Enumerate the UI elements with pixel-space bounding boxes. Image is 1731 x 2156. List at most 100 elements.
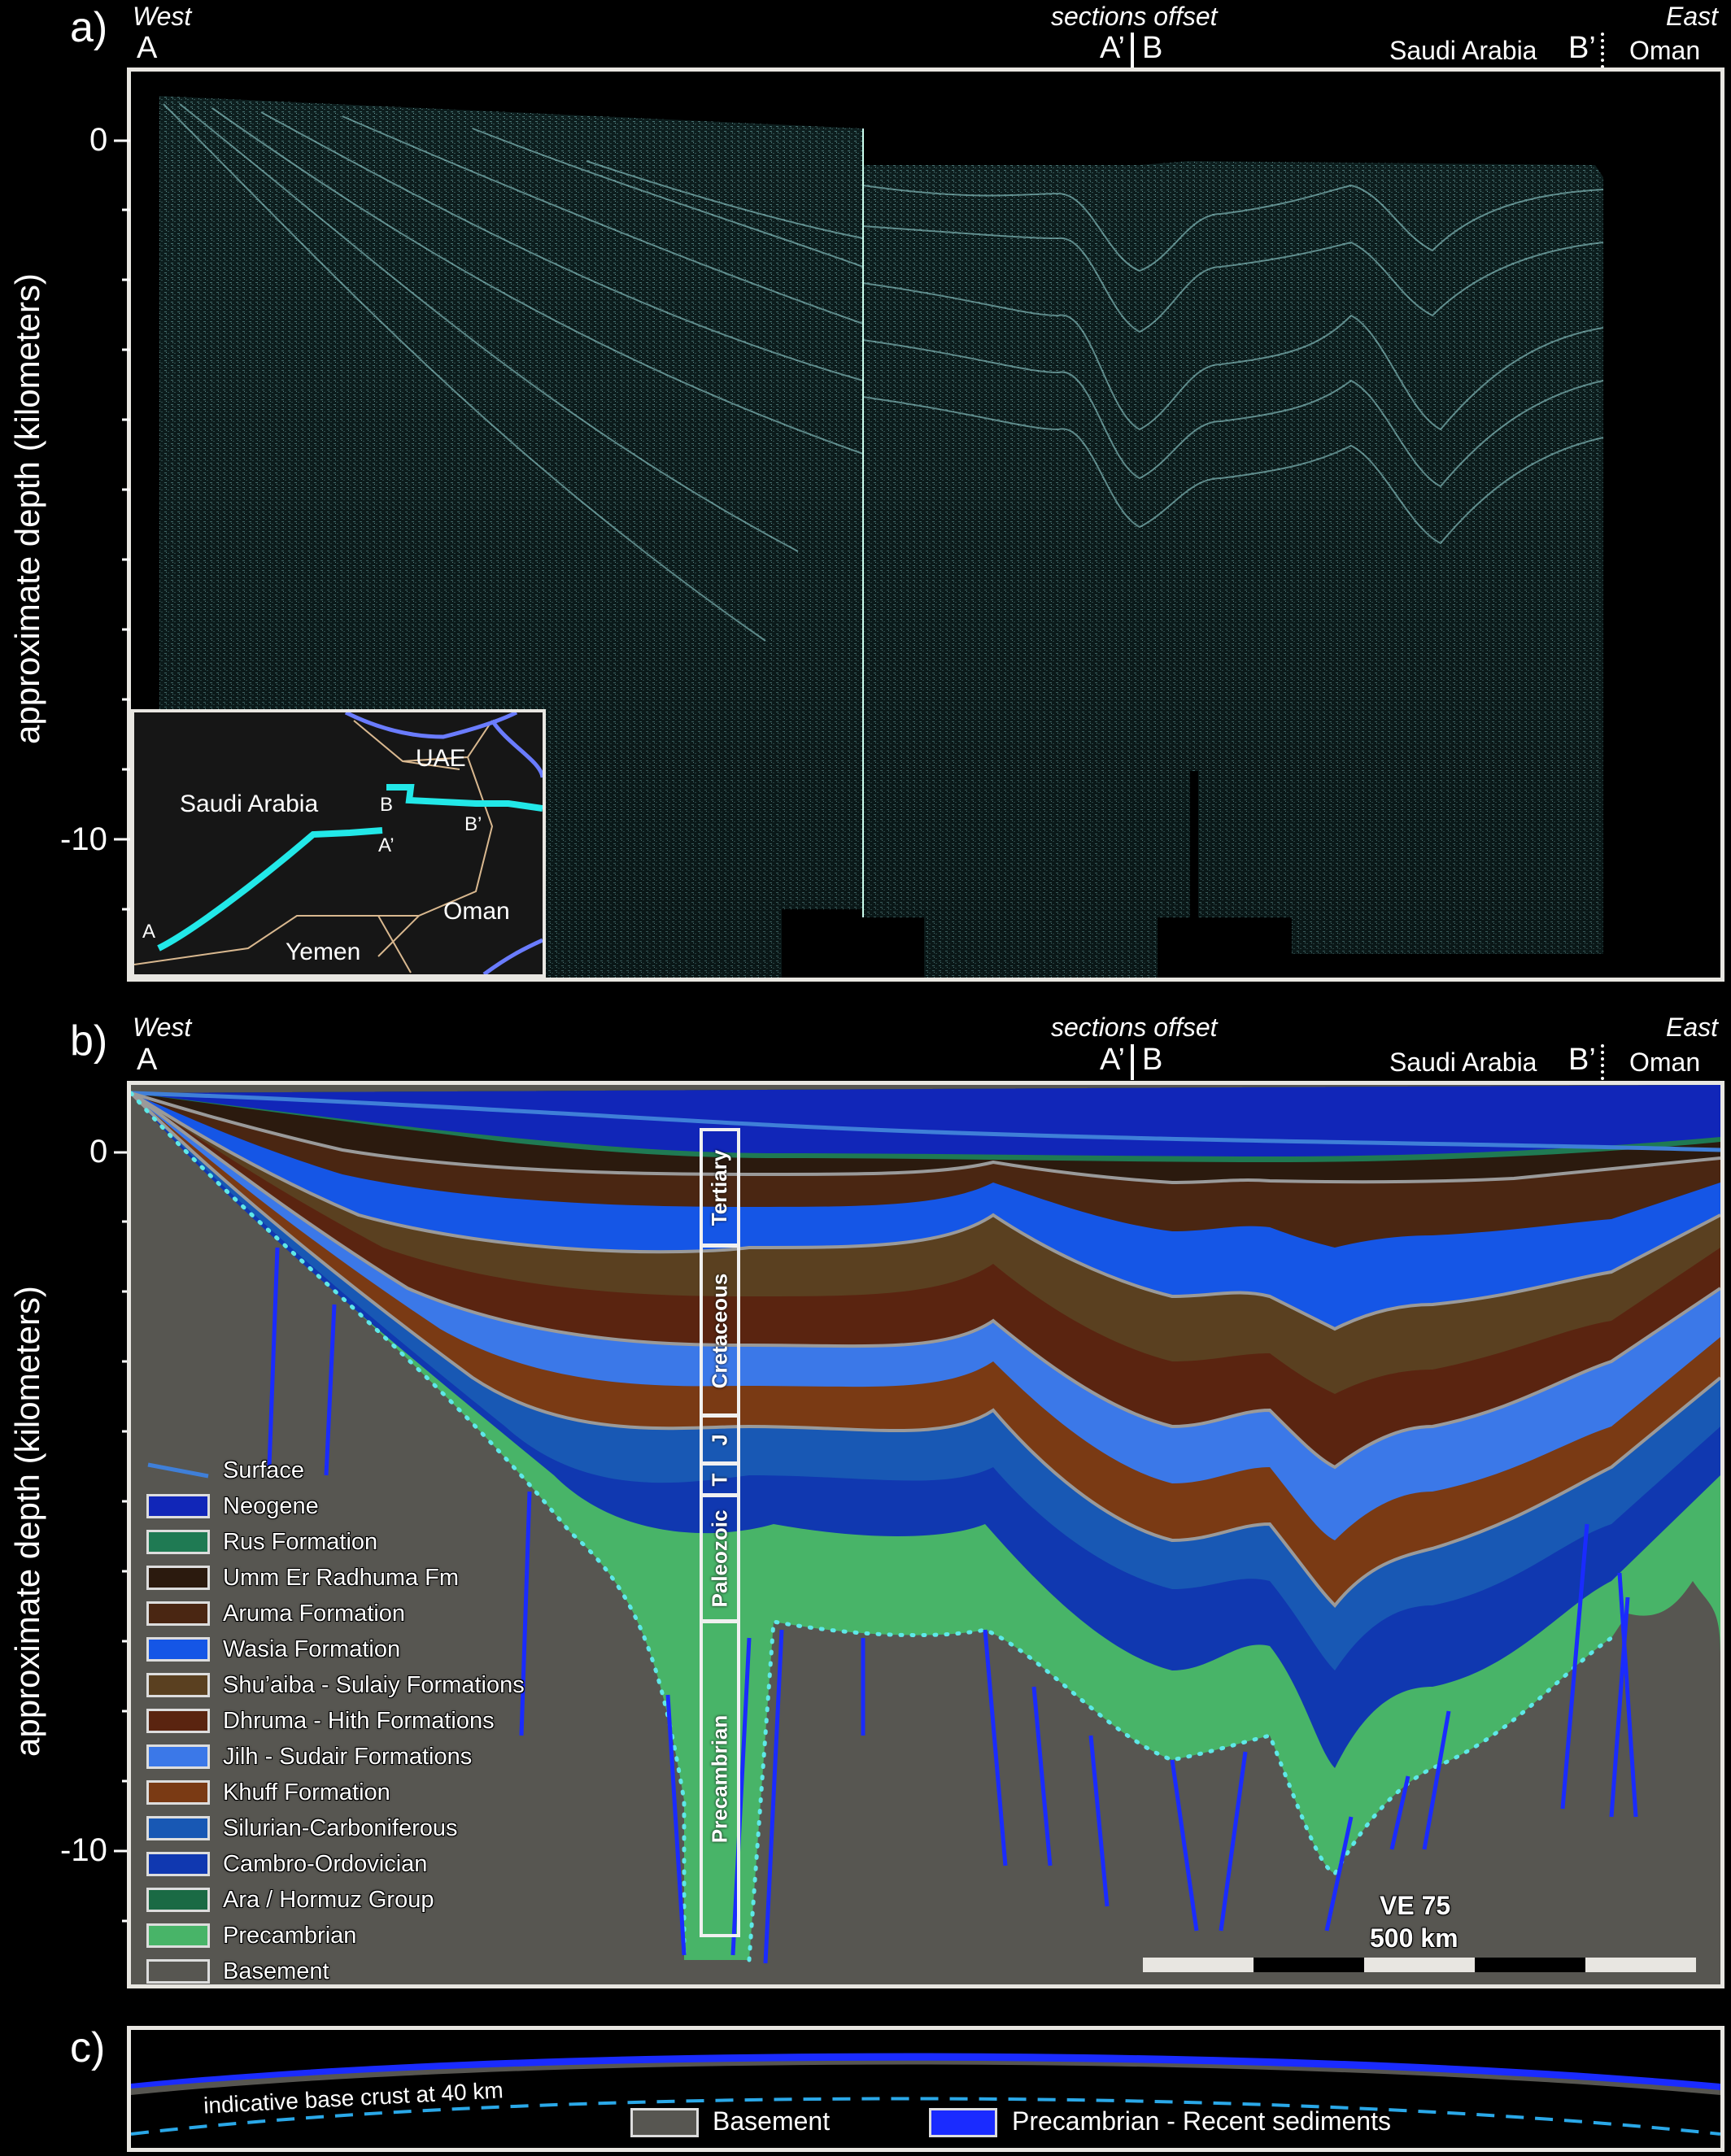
panel-b-y-axis-label: approximate depth (kilometers) [8, 1286, 46, 1757]
section-line-a [157, 827, 383, 952]
point-b-prime-label-b: B’ [1568, 1043, 1596, 1077]
legend-item: Aruma Formation [146, 1599, 405, 1628]
strat-tertiary-label: Tertiary [707, 1149, 732, 1226]
faults [267, 1247, 1638, 1964]
legend-label: Ara / Hormuz Group [223, 1886, 434, 1913]
strat-triassic-label: T [707, 1473, 732, 1486]
legend-swatch [146, 1744, 210, 1769]
strat-tertiary: Tertiary [700, 1128, 740, 1247]
panel-b-tick-0: 0 [89, 1134, 108, 1169]
surface-line [131, 1091, 1720, 1152]
legend-item: Neogene [146, 1492, 319, 1521]
inset-pt-b-prime: B’ [464, 813, 482, 835]
legend-basement-swatch [630, 2108, 699, 2137]
west-label-b: West [133, 1013, 192, 1042]
legend-swatch [146, 1852, 210, 1876]
inset-map: UAE Saudi Arabia Oman Yemen A A’ B B’ [131, 709, 546, 978]
sediment-band [131, 2053, 1720, 2090]
legend-swatch [146, 1601, 210, 1626]
panel-c-frame [127, 2026, 1724, 2152]
legend-item: Basement [146, 1957, 329, 1986]
oman-label: Oman [1629, 36, 1701, 65]
panel-b-tick-minus10: -10 [60, 1832, 107, 1868]
legend-item: Rus Formation [146, 1527, 377, 1557]
panel-c-letter: c) [70, 2024, 106, 2071]
legend-swatch [146, 1888, 210, 1912]
legend-item: Dhruma - Hith Formations [146, 1706, 495, 1736]
scale-bar [1143, 1958, 1696, 1972]
oman-label-b: Oman [1629, 1048, 1701, 1077]
strat-jurassic: J [700, 1414, 740, 1465]
legend-label: Silurian-Carboniferous [223, 1814, 458, 1841]
legend-item: Cambro-Ordovician [146, 1849, 427, 1879]
seismic-gap-2 [1158, 917, 1292, 978]
legend-swatch [146, 1637, 210, 1662]
legend-swatch [146, 1780, 210, 1805]
legend-swatch [146, 1709, 210, 1733]
point-a-label: A [137, 31, 158, 65]
legend-swatch [146, 1673, 210, 1697]
legend-item: Jilh - Sudair Formations [146, 1742, 472, 1771]
legend-label: Shu’aiba - Sulaiy Formations [223, 1671, 525, 1698]
seismic-gap-1 [782, 917, 924, 978]
legend-item: Ara / Hormuz Group [146, 1885, 434, 1914]
panel-a-frame [127, 68, 1724, 982]
scale-label: 500 km [1370, 1923, 1458, 1953]
inset-pt-a-prime: A’ [378, 834, 395, 856]
legend-item: Silurian-Carboniferous [146, 1814, 458, 1843]
legend-line-swatch [147, 1462, 209, 1479]
section-line-b [386, 784, 543, 812]
legend-label: Umm Er Radhuma Fm [223, 1564, 460, 1591]
legend-label: Basement [223, 1958, 329, 1984]
panel-a-ticks [114, 139, 130, 911]
strat-precambrian-label: Precambrian [707, 1714, 732, 1843]
panel-a-tick-minus10: -10 [60, 821, 107, 857]
inset-oman: Oman [443, 898, 510, 925]
legend-sediments-swatch [929, 2108, 997, 2137]
legend-sediments-label: Precambrian - Recent sediments [1012, 2106, 1391, 2136]
legend-swatch [146, 1566, 210, 1590]
saudi-arabia-label-b: Saudi Arabia [1389, 1048, 1537, 1077]
point-a-prime-label: A’ [1100, 31, 1125, 65]
panel-a-tick-0: 0 [89, 122, 108, 158]
vertical-exaggeration: VE 75 [1380, 1891, 1451, 1920]
legend-label: Neogene [223, 1492, 319, 1519]
inset-yemen: Yemen [286, 939, 361, 965]
border-dotted-line [1601, 33, 1604, 68]
section-offset-line-b [1131, 1044, 1134, 1080]
strat-cretaceous: Cretaceous [700, 1244, 740, 1417]
east-label-b: East [1666, 1013, 1719, 1042]
strat-precambrian: Precambrian [700, 1620, 740, 1937]
legend-swatch [146, 1959, 210, 1984]
strat-jurassic-label: J [707, 1433, 732, 1446]
legend-label: Jilh - Sudair Formations [223, 1743, 473, 1770]
west-label: West [133, 2, 192, 31]
legend-item: Wasia Formation [146, 1635, 400, 1664]
legend-swatch [146, 1923, 210, 1948]
east-label: East [1666, 2, 1719, 31]
crust-profile [131, 2053, 1720, 2136]
inset-uae: UAE [416, 745, 466, 772]
legend-label: Cambro-Ordovician [223, 1850, 428, 1877]
legend-label: Rus Formation [223, 1528, 378, 1555]
panel-b-letter: b) [70, 1017, 108, 1065]
legend-swatch [146, 1494, 210, 1518]
strat-cretaceous-label: Cretaceous [707, 1273, 732, 1388]
border-dotted-line-b [1601, 1044, 1604, 1080]
inset-pt-b: B [380, 794, 394, 816]
strat-triassic: T [700, 1462, 740, 1496]
sections-offset-label: sections offset [1051, 2, 1218, 31]
panel-a-letter: a) [70, 4, 108, 51]
base-crust-line [131, 2097, 1720, 2136]
legend-label: Precambrian [223, 1922, 357, 1949]
legend-label: Aruma Formation [223, 1600, 406, 1627]
inset-saudi-arabia: Saudi Arabia [180, 791, 319, 817]
inset-pt-a: A [142, 921, 156, 943]
legend-item: Shu’aiba - Sulaiy Formations [146, 1670, 525, 1700]
legend-item: Khuff Formation [146, 1778, 390, 1807]
legend-item: Umm Er Radhuma Fm [146, 1563, 459, 1592]
point-a-label-b: A [137, 1043, 158, 1077]
unit-neogene [131, 1085, 1720, 1156]
point-b-label: B [1142, 31, 1163, 65]
legend-label: Wasia Formation [223, 1636, 401, 1662]
